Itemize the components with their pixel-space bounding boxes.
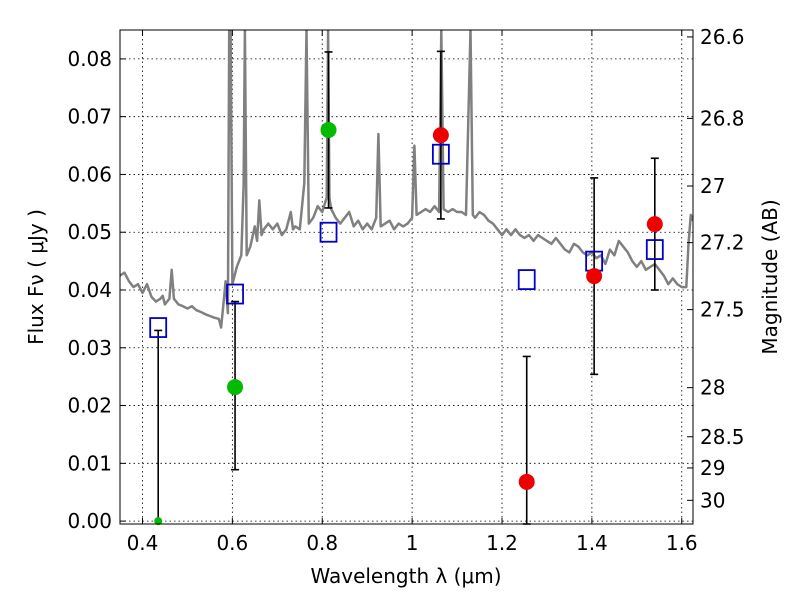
model-square-marker — [645, 239, 664, 260]
right-axis-label: Magnitude (AB) — [758, 199, 782, 354]
right-tick-label: 27.2 — [700, 231, 745, 255]
right-tick-label: 27 — [700, 174, 725, 198]
x-tick-label: 0.6 — [216, 531, 248, 555]
y-tick-label: 0.00 — [67, 509, 112, 533]
y-tick-label: 0.03 — [67, 336, 112, 360]
model-square-marker — [149, 317, 168, 338]
right-tick-label: 26.6 — [700, 25, 745, 49]
red-data-point — [586, 268, 603, 285]
x-tick-label: 1.6 — [666, 531, 698, 555]
y-tick-label: 0.07 — [67, 105, 112, 129]
x-axis-label: Wavelength λ (μm) — [310, 564, 501, 588]
y-tick-label: 0.08 — [67, 47, 112, 71]
observed-photometry — [154, 121, 663, 526]
y-axis-label: Flux Fν ( μJy ) — [24, 209, 48, 345]
model-photometry — [149, 143, 664, 338]
red-data-point — [646, 216, 663, 233]
x-tick-label: 0.4 — [127, 531, 159, 555]
right-tick-labels: 26.6 26.8 27 27.2 27.5 28 28.5 29 30 — [700, 25, 745, 512]
y-tick-labels: 0.00 0.01 0.02 0.03 0.04 0.05 0.06 0.07 0.08 — [67, 47, 112, 533]
grid-lines — [120, 30, 693, 524]
x-tick-label: 0.8 — [306, 531, 338, 555]
right-tick-label: 30 — [700, 488, 725, 512]
y-tick-label: 0.04 — [67, 278, 112, 302]
red-data-point — [518, 473, 535, 490]
y-tick-label: 0.05 — [67, 220, 112, 244]
green-data-point — [227, 379, 244, 396]
red-data-point — [432, 127, 449, 144]
spectrum-line — [120, 30, 693, 329]
model-square-marker — [319, 221, 338, 243]
x-tick-labels: 0.4 0.6 0.8 1 1.2 1.4 1.6 — [127, 531, 698, 555]
x-tick-label: 1 — [406, 531, 419, 555]
right-tick-label: 28.5 — [700, 425, 745, 449]
x-tick-label: 1.4 — [576, 531, 608, 555]
right-tick-label: 27.5 — [700, 298, 745, 322]
y-tick-label: 0.06 — [67, 162, 112, 186]
template-spectrum — [120, 30, 693, 329]
y-tick-label: 0.01 — [67, 451, 112, 475]
green-data-point — [154, 517, 163, 526]
model-square-marker — [226, 283, 244, 305]
right-tick-label: 28 — [700, 376, 725, 400]
right-tick-label: 26.8 — [700, 106, 745, 130]
axis-ticks — [120, 30, 693, 524]
plot-frame — [119, 29, 694, 525]
right-tick-label: 29 — [700, 456, 725, 480]
model-square-marker — [431, 143, 450, 165]
model-square-marker — [517, 269, 536, 291]
green-data-point — [320, 121, 337, 138]
y-tick-label: 0.02 — [67, 394, 112, 418]
x-tick-label: 1.2 — [486, 531, 518, 555]
